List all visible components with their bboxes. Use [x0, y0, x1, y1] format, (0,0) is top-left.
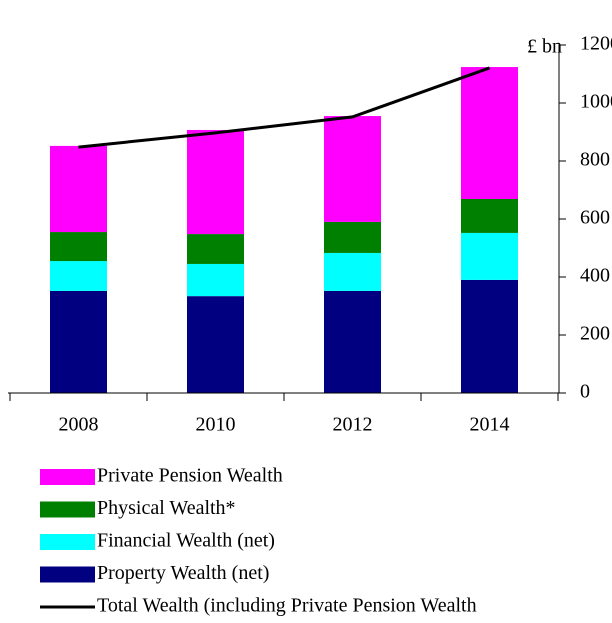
legend-label: Total Wealth (including Private Pension …	[97, 595, 477, 617]
bar-segment	[187, 296, 244, 393]
bar-segment	[461, 198, 518, 233]
legend-label: Property Wealth (net)	[97, 562, 269, 584]
bar-segment	[187, 234, 244, 264]
y-axis-label: £ bn	[527, 36, 562, 58]
bar-segment	[50, 232, 107, 262]
x-tick-label: 2008	[59, 414, 99, 436]
bar-segment	[50, 290, 107, 393]
bar-segment	[50, 261, 107, 291]
bar-segment	[461, 279, 518, 393]
legend-label: Private Pension Wealth	[97, 465, 283, 487]
bar-segment	[324, 252, 381, 291]
y-tick-label: 1200	[580, 33, 612, 55]
bar-segment	[324, 290, 381, 393]
legend-swatch	[40, 501, 95, 518]
bar-segment	[461, 67, 518, 199]
x-tick-label: 2014	[470, 414, 510, 436]
bar-segment	[461, 232, 518, 280]
legend-swatch	[40, 566, 95, 583]
bar-segment	[50, 145, 107, 233]
bar-segment	[324, 221, 381, 253]
legend-swatch	[40, 534, 95, 550]
x-tick-label: 2012	[333, 414, 373, 436]
y-tick-label: 600	[580, 207, 610, 229]
bar-segment	[187, 129, 244, 235]
total-line	[78, 66, 491, 149]
bar-segment	[324, 116, 381, 222]
y-tick-label: 1000	[580, 91, 612, 113]
y-tick-label: 200	[580, 323, 610, 345]
legend-swatch	[40, 469, 95, 485]
y-tick-label: 400	[580, 265, 610, 287]
x-tick-label: 2010	[196, 414, 236, 436]
legend-label: Financial Wealth (net)	[97, 530, 275, 552]
bar-segment	[187, 263, 244, 297]
y-tick-label: 0	[580, 381, 590, 403]
legend-label: Physical Wealth*	[97, 497, 236, 519]
y-tick-label: 800	[580, 149, 610, 171]
